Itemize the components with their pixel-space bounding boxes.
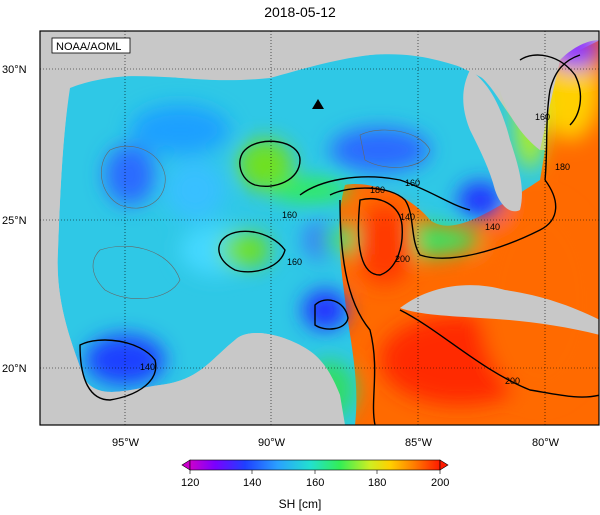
sea-height-field <box>57 31 599 425</box>
colorbar-min-arrow <box>181 459 191 471</box>
contour-label: 200 <box>395 254 410 264</box>
colorbar-unit: SH [cm] <box>278 497 322 511</box>
contour-label: 180 <box>370 185 385 195</box>
badge-label: NOAA/AOML <box>56 41 121 53</box>
lat-label: 20°N <box>2 363 27 375</box>
lat-label: 30°N <box>2 64 27 76</box>
gridlines <box>40 31 599 425</box>
contour-label: 140 <box>485 222 500 232</box>
minor-contours <box>92 129 431 300</box>
colorbar: 120 140 160 180 200 <box>181 459 449 489</box>
land-masses <box>40 31 599 425</box>
contour-label: 140 <box>400 212 415 222</box>
contour-label: 200 <box>505 376 520 386</box>
colorbar-tick: 200 <box>431 477 449 489</box>
badge-box <box>51 37 131 54</box>
colorbar-bar <box>189 459 441 471</box>
triangle-marker <box>312 99 324 109</box>
colorbar-tick: 140 <box>243 477 261 489</box>
colorbar-tick: 160 <box>306 477 324 489</box>
colorbar-max-arrow <box>439 459 449 471</box>
lon-label: 80°W <box>532 437 560 449</box>
colorbar-tick: 180 <box>368 477 386 489</box>
contour-label: 160 <box>405 178 420 188</box>
contour-label: 160 <box>535 112 550 122</box>
contour-lines <box>79 54 599 425</box>
lon-label: 95°W <box>112 437 140 449</box>
lat-label: 25°N <box>2 215 27 227</box>
map-title: 2018-05-12 <box>264 4 336 20</box>
contour-label: 160 <box>287 257 302 267</box>
contour-label: 140 <box>140 362 155 372</box>
lon-label: 85°W <box>405 437 433 449</box>
contour-label: 160 <box>282 210 297 220</box>
contour-label-group: 180 160 160 160 200 140 160 180 140 200 … <box>140 112 570 386</box>
map-frame <box>39 30 600 426</box>
contour-label: 180 <box>555 162 570 172</box>
lon-label: 90°W <box>258 437 286 449</box>
colorbar-tick: 120 <box>181 477 199 489</box>
map-panel: 180 160 160 160 200 140 160 180 140 200 … <box>40 31 599 425</box>
